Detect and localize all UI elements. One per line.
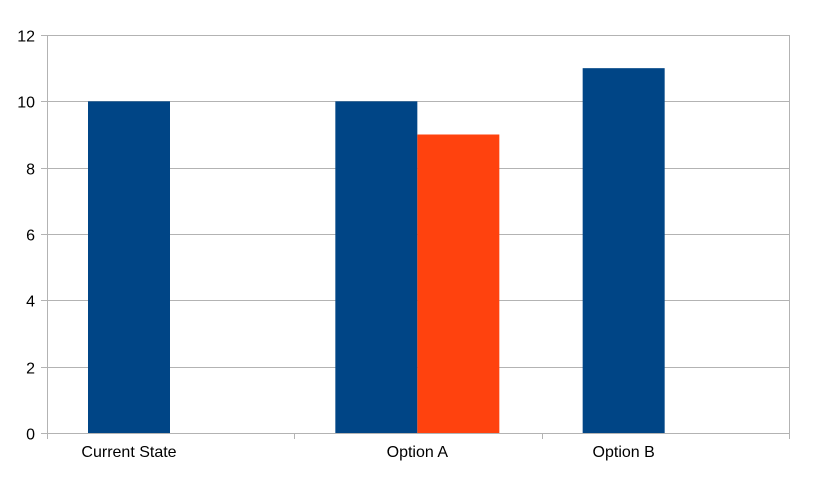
bar-option-a-series-1 bbox=[335, 101, 418, 433]
axes bbox=[41, 35, 790, 439]
x-category-labels: Current State Option A Option B bbox=[81, 444, 654, 461]
bars bbox=[88, 68, 665, 434]
x-category-label: Option A bbox=[387, 444, 449, 461]
y-tick-labels: 0 2 4 6 8 10 12 bbox=[17, 29, 35, 444]
y-tick-label: 4 bbox=[26, 294, 35, 311]
bar-option-b-series-1 bbox=[582, 68, 665, 434]
bar-current-state-series-1 bbox=[88, 101, 170, 433]
y-tick-label: 12 bbox=[17, 29, 35, 46]
y-tick-label: 6 bbox=[26, 228, 35, 245]
y-tick-label: 8 bbox=[26, 162, 35, 179]
y-tick-label: 10 bbox=[17, 95, 35, 112]
y-tick-label: 2 bbox=[26, 361, 35, 378]
x-category-label: Current State bbox=[81, 444, 176, 461]
x-category-label: Option B bbox=[593, 444, 655, 461]
y-tick-label: 0 bbox=[26, 427, 35, 444]
bar-option-a-series-2 bbox=[417, 134, 500, 433]
